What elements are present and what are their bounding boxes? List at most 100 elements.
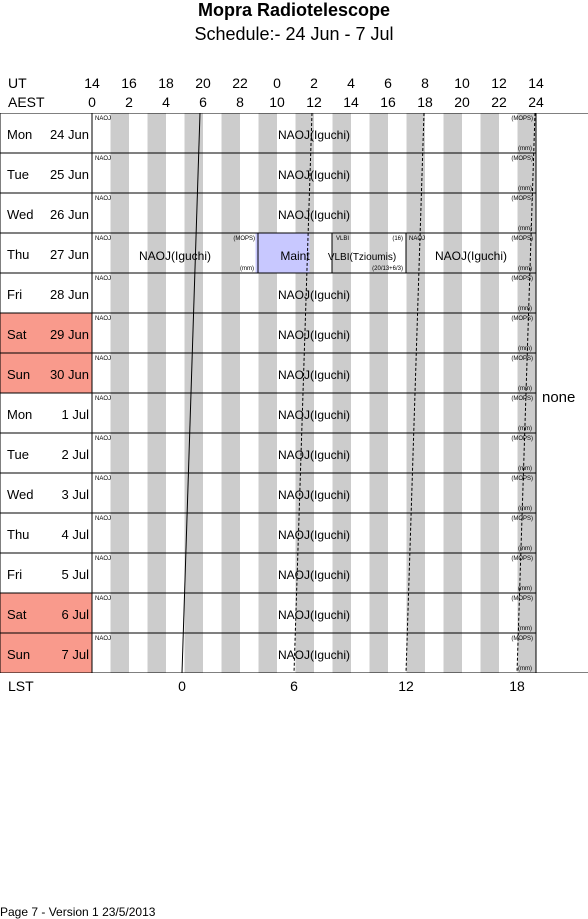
day-date: 26 Jun xyxy=(50,207,89,222)
block-note-top: (MOPS) xyxy=(511,636,533,642)
block-note-bottom: (mm) xyxy=(240,266,254,272)
block-note-top: (MOPS) xyxy=(233,236,255,242)
aest-tick-label: 6 xyxy=(199,94,207,110)
block-note-top: (MOPS) xyxy=(511,116,533,122)
ut-tick-label: 20 xyxy=(195,75,211,91)
block-note-top: (MOPS) xyxy=(511,516,533,522)
day-of-week: Tue xyxy=(7,167,29,182)
block-label: NAOJ(Iguchi) xyxy=(278,608,350,622)
block-note-top: (MOPS) xyxy=(511,156,533,162)
block-tag: NAOJ xyxy=(95,396,111,402)
block-tag: NAOJ xyxy=(95,356,111,362)
day-of-week: Fri xyxy=(7,287,22,302)
aest-tick-label: 14 xyxy=(343,94,359,110)
day-of-week: Mon xyxy=(7,127,32,142)
block-note-bottom: (mm) xyxy=(518,506,532,512)
block-tag: VLBI xyxy=(336,236,349,242)
day-date: 2 Jul xyxy=(62,447,90,462)
maint-block xyxy=(255,233,310,273)
block-tag: NAOJ xyxy=(95,596,111,602)
day-of-week: Thu xyxy=(7,527,29,542)
block-label: NAOJ(Iguchi) xyxy=(278,488,350,502)
day-date: 7 Jul xyxy=(62,647,90,662)
ut-tick-label: 16 xyxy=(121,75,137,91)
block-tag: NAOJ xyxy=(95,556,111,562)
ut-tick-label: 12 xyxy=(491,75,507,91)
block-note-bottom: (mm) xyxy=(518,146,532,152)
block-note-bottom: (mm) xyxy=(518,346,532,352)
block-note-top: (16) xyxy=(392,236,403,242)
block-label: NAOJ(Iguchi) xyxy=(278,408,350,422)
day-of-week: Tue xyxy=(7,447,29,462)
lst-tick-label: 0 xyxy=(178,678,186,694)
aest-tick-label: 22 xyxy=(491,94,507,110)
block-note-bottom: (20/13+6/3) xyxy=(372,266,403,272)
lst-line-6 xyxy=(293,113,313,673)
block-note-top: (MOPS) xyxy=(511,236,533,242)
block-note-top: (MOPS) xyxy=(511,196,533,202)
aest-tick-label: 20 xyxy=(454,94,470,110)
block-note-bottom: (mm) xyxy=(518,546,532,552)
schedule-grid: Mon 24 Jun Tue 25 Jun Wed 26 Jun Thu 27 Jun Fri 2… xyxy=(0,113,588,673)
day-date: 25 Jun xyxy=(50,167,89,182)
day-of-week: Wed xyxy=(7,207,34,222)
lst-tick-label: 12 xyxy=(398,678,414,694)
block-label: NAOJ(Iguchi) xyxy=(278,528,350,542)
ut-tick-label: 14 xyxy=(84,75,100,91)
block-label: NAOJ(Iguchi) xyxy=(278,328,350,342)
ut-tick-label: 0 xyxy=(273,75,281,91)
block-tag: NAOJ xyxy=(95,316,111,322)
ut-tick-label: 6 xyxy=(384,75,392,91)
block-note-top: (MOPS) xyxy=(511,316,533,322)
day-date: 4 Jul xyxy=(62,527,90,542)
block-tag: NAOJ xyxy=(95,116,111,122)
lst-line-12 xyxy=(405,113,425,673)
page-footer: Page 7 - Version 1 23/5/2013 xyxy=(0,905,156,919)
block-note-bottom: (mm) xyxy=(518,266,532,272)
block-note-top: (MOPS) xyxy=(511,276,533,282)
day-date: 24 Jun xyxy=(50,127,89,142)
day-of-week: Wed xyxy=(7,487,34,502)
block-note-top: (MOPS) xyxy=(511,476,533,482)
weekend-highlight xyxy=(0,313,92,353)
day-of-week: Mon xyxy=(7,407,32,422)
weekend-highlight xyxy=(0,353,92,393)
block-note-top: (MOPS) xyxy=(511,556,533,562)
day-date: 3 Jul xyxy=(62,487,90,502)
weekend-highlight xyxy=(0,593,92,633)
day-date: 5 Jul xyxy=(62,567,90,582)
block-note-bottom: (mm) xyxy=(518,586,532,592)
aest-tick-label: 24 xyxy=(528,94,544,110)
block-note-bottom: (mm) xyxy=(518,226,532,232)
ut-tick-label: 10 xyxy=(454,75,470,91)
aest-tick-label: 10 xyxy=(269,94,285,110)
ut-tick-label: 22 xyxy=(232,75,248,91)
day-of-week: Thu xyxy=(7,247,29,262)
day-date: 30 Jun xyxy=(50,367,89,382)
block-tag: NAOJ xyxy=(95,196,111,202)
aest-axis-label: AEST xyxy=(8,94,45,110)
block-note-bottom: (mm) xyxy=(518,186,532,192)
block-tag: NAOJ xyxy=(95,636,111,642)
block-note-top: (MOPS) xyxy=(511,596,533,602)
lst-line-18 xyxy=(516,113,536,673)
ut-tick-label: 8 xyxy=(421,75,429,91)
lst-tick-label: 6 xyxy=(290,678,298,694)
page-subtitle: Schedule:- 24 Jun - 7 Jul xyxy=(194,24,394,44)
block-label: NAOJ(Iguchi) xyxy=(278,448,350,462)
day-date: 27 Jun xyxy=(50,247,89,262)
day-of-week: Sun xyxy=(7,367,30,382)
block-tag: NAOJ xyxy=(95,476,111,482)
block-note-bottom: (mm) xyxy=(518,466,532,472)
lst-line-0 xyxy=(181,113,201,673)
lst-tick-label: 18 xyxy=(509,678,525,694)
side-note: none xyxy=(542,389,576,406)
block-label: NAOJ(Iguchi) xyxy=(435,249,507,263)
aest-tick-label: 18 xyxy=(417,94,433,110)
day-date: 28 Jun xyxy=(50,287,89,302)
weekend-highlight xyxy=(0,633,92,673)
day-date: 1 Jul xyxy=(62,407,90,422)
ut-tick-label: 2 xyxy=(310,75,318,91)
ut-axis-label: UT xyxy=(8,75,27,91)
block-tag: NAOJ xyxy=(95,276,111,282)
